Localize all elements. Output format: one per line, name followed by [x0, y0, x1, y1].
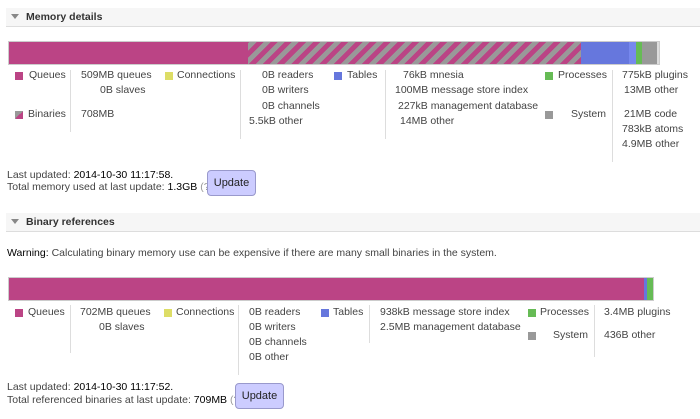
- divider: [70, 70, 71, 132]
- binary-bar: [8, 277, 654, 301]
- divider: [240, 70, 241, 139]
- divider: [385, 70, 386, 139]
- divider: [612, 70, 613, 162]
- bar-segment-processes: [647, 278, 653, 300]
- connections-swatch: [165, 72, 173, 80]
- queues-swatch: [15, 72, 23, 80]
- value: 0B slaves: [99, 321, 145, 333]
- value: 21MB code: [624, 108, 678, 120]
- processes-swatch: [528, 309, 536, 317]
- system-swatch: [528, 332, 536, 340]
- timestamp: 2014-10-30 11:17:58.: [73, 169, 174, 181]
- bar-segment-tables-other: [629, 42, 636, 64]
- value: 509MB queues: [81, 69, 152, 81]
- legend-queues: Queues: [29, 69, 66, 81]
- collapse-triangle-icon: [11, 219, 19, 224]
- value: 100MB message store index: [395, 84, 529, 96]
- memory-bar: [8, 41, 660, 65]
- divider: [594, 305, 595, 357]
- bar-segment-tables: [581, 42, 629, 64]
- warning-message: Calculating binary memory use can be exp…: [51, 247, 497, 259]
- value: 702MB queues: [80, 306, 151, 318]
- total-value: 1.3GB: [167, 181, 198, 193]
- legend-system: System: [571, 108, 607, 120]
- value: 5.5kB other: [249, 115, 303, 127]
- processes-swatch: [545, 72, 553, 80]
- value: 0B channels: [262, 100, 320, 112]
- value: 0B other: [249, 351, 289, 363]
- tables-swatch: [334, 72, 342, 80]
- label: Total memory used at last update:: [7, 181, 165, 193]
- update-binary-button[interactable]: Update: [235, 383, 284, 409]
- system-swatch: [545, 111, 553, 119]
- value: 0B readers: [262, 69, 314, 81]
- legend-connections: Connections: [177, 69, 236, 81]
- timestamp: 2014-10-30 11:17:52.: [73, 381, 174, 393]
- connections-swatch: [164, 309, 172, 317]
- memory-details-header[interactable]: Memory details: [6, 8, 700, 27]
- legend-processes: Processes: [540, 306, 590, 318]
- value: 3.4MB plugins: [604, 306, 671, 318]
- bar-segment-queues: [9, 278, 644, 300]
- divider: [70, 305, 71, 353]
- collapse-triangle-icon: [11, 14, 19, 19]
- value: 14MB other: [400, 115, 455, 127]
- last-updated: Last updated: 2014-10-30 11:17:58.: [7, 169, 173, 181]
- legend-connections: Connections: [176, 306, 235, 318]
- label: Last updated:: [7, 381, 71, 393]
- binary-references-header[interactable]: Binary references: [6, 213, 700, 232]
- legend-binaries: Binaries: [28, 108, 66, 120]
- last-updated: Last updated: 2014-10-30 11:17:52.: [7, 381, 173, 393]
- label: Last updated:: [7, 169, 71, 181]
- value: 76kB mnesia: [403, 69, 464, 81]
- bar-segment-processes: [636, 42, 642, 64]
- divider: [238, 305, 239, 375]
- warning-label: Warning:: [7, 247, 49, 259]
- value: 0B slaves: [100, 84, 146, 96]
- total-memory: Total memory used at last update: 1.3GB …: [7, 181, 213, 193]
- value: 227kB management database: [398, 100, 539, 112]
- value: 0B channels: [249, 336, 307, 348]
- warning-text: Warning: Calculating binary memory use c…: [7, 247, 497, 259]
- bar-segment-tables: [644, 278, 647, 300]
- value: 0B writers: [262, 84, 309, 96]
- section-title: Memory details: [26, 11, 103, 23]
- value: 436B other: [604, 329, 656, 341]
- total-value: 709MB: [193, 394, 228, 406]
- bar-segment-queues: [9, 42, 248, 64]
- value: 0B readers: [249, 306, 301, 318]
- value: 13MB other: [624, 84, 679, 96]
- bar-segment-binaries: [248, 42, 581, 64]
- value: 783kB atoms: [622, 123, 684, 135]
- value: 2.5MB management database: [380, 321, 521, 333]
- legend-tables: Tables: [347, 69, 378, 81]
- bar-segment-system: [642, 42, 657, 64]
- legend-system: System: [553, 329, 589, 341]
- value: 775kB plugins: [622, 69, 688, 81]
- update-memory-button[interactable]: Update: [207, 170, 256, 196]
- legend-tables: Tables: [333, 306, 364, 318]
- tables-swatch: [321, 309, 329, 317]
- section-title: Binary references: [26, 216, 115, 228]
- label: Total referenced binaries at last update…: [7, 394, 191, 406]
- legend-processes: Processes: [558, 69, 608, 81]
- value: 938kB message store index: [380, 306, 510, 318]
- queues-swatch: [15, 309, 23, 317]
- legend-queues: Queues: [28, 306, 65, 318]
- value: 0B writers: [249, 321, 296, 333]
- binaries-swatch: [15, 111, 23, 119]
- total-binaries: Total referenced binaries at last update…: [7, 394, 243, 406]
- divider: [369, 305, 370, 343]
- value: 708MB: [81, 108, 115, 120]
- value: 4.9MB other: [622, 138, 680, 150]
